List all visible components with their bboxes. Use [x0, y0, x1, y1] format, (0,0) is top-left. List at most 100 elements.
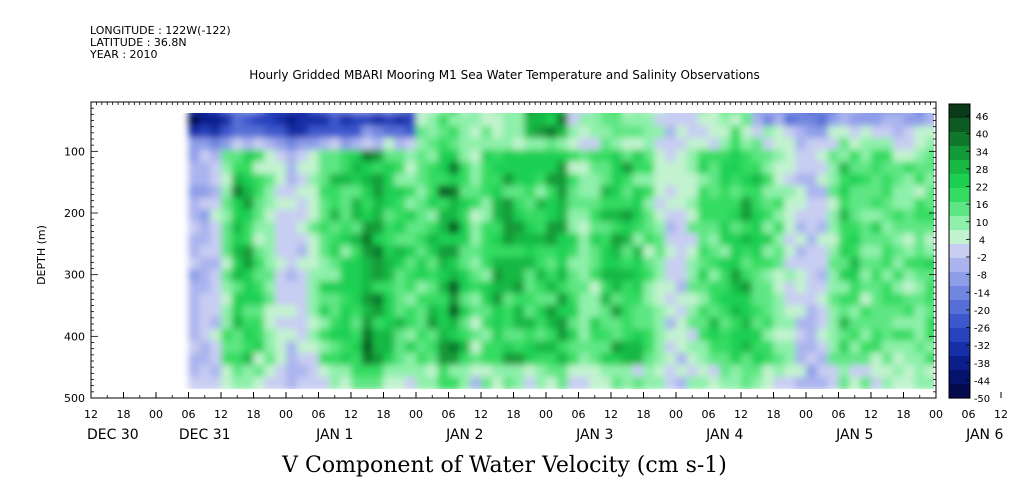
field-cell — [437, 364, 450, 379]
field-cell — [524, 257, 537, 271]
field-cell — [762, 233, 775, 247]
field-cell — [459, 305, 472, 319]
field-cell — [221, 125, 234, 140]
field-cell — [199, 185, 212, 199]
field-cell — [578, 245, 591, 259]
field-cell — [686, 209, 700, 223]
field-cell — [210, 197, 223, 211]
field-cell — [838, 221, 851, 235]
field-cell — [264, 364, 277, 379]
field-cell — [632, 137, 645, 152]
colorbar-label: 34 — [976, 147, 989, 158]
field-cell — [903, 317, 916, 331]
field-cell — [784, 317, 797, 331]
field-cell — [264, 113, 277, 128]
field-cell — [210, 293, 223, 307]
field-cell — [383, 125, 396, 140]
field-cell — [481, 329, 494, 343]
field-cell — [589, 209, 602, 223]
field-cell — [589, 245, 602, 259]
field-cell — [253, 197, 266, 211]
field-cell — [264, 125, 277, 140]
field-cell — [416, 161, 429, 176]
field-cell — [665, 113, 678, 128]
field-cell — [426, 281, 440, 295]
field-cell — [286, 376, 299, 389]
colorbar-label: -32 — [974, 341, 990, 352]
field-cell — [860, 257, 873, 271]
field-cell — [513, 233, 526, 247]
field-cell — [708, 137, 721, 152]
field-cell — [816, 245, 830, 259]
field-cell — [925, 221, 934, 235]
field-cell — [556, 197, 570, 211]
field-cell — [470, 185, 483, 199]
field-cell — [546, 125, 559, 140]
field-cell — [426, 137, 440, 152]
field-cell — [903, 173, 916, 188]
field-cell — [383, 352, 396, 367]
field-cell — [686, 293, 700, 307]
field-cell — [491, 209, 505, 223]
field-cell — [686, 185, 700, 199]
field-cell — [394, 281, 407, 295]
field-cell — [697, 137, 710, 152]
field-cell — [329, 329, 342, 343]
field-cell — [621, 197, 635, 211]
field-cell — [697, 364, 710, 379]
field-cell — [686, 161, 700, 176]
field-cell — [318, 125, 331, 140]
x-hour-label: 00 — [279, 408, 293, 421]
field-cell — [871, 125, 884, 140]
field-cell — [621, 125, 635, 140]
field-cell — [621, 245, 635, 259]
colorbar-label: -2 — [977, 253, 987, 264]
field-cell — [210, 137, 223, 152]
field-cell — [556, 233, 570, 247]
field-cell — [351, 257, 364, 271]
field-cell — [806, 233, 819, 247]
field-cell — [242, 137, 255, 152]
field-cell — [340, 257, 353, 271]
field-cell — [361, 269, 375, 283]
field-cell — [719, 341, 732, 355]
field-cell — [340, 221, 353, 235]
field-cell — [871, 161, 884, 176]
field-cell — [730, 113, 743, 128]
field-cell — [903, 221, 916, 235]
field-cell — [394, 233, 407, 247]
field-cell — [643, 329, 656, 343]
field-cell — [827, 125, 840, 140]
field-cell — [459, 317, 472, 331]
field-cell — [221, 233, 234, 247]
field-cell — [275, 329, 288, 343]
field-cell — [665, 293, 678, 307]
field-cell — [524, 269, 537, 283]
field-cell — [589, 161, 602, 176]
field-cell — [318, 281, 331, 295]
field-cell — [751, 257, 765, 271]
field-cell — [676, 364, 689, 379]
field-cell — [849, 329, 862, 343]
field-cell — [643, 293, 656, 307]
field-cell — [697, 185, 710, 199]
field-cell — [264, 233, 277, 247]
field-cell — [762, 113, 775, 128]
field-cell — [296, 352, 310, 367]
field-cell — [795, 293, 808, 307]
field-cell — [264, 161, 277, 176]
field-cell — [253, 221, 266, 235]
field-cell — [351, 364, 364, 379]
field-cell — [470, 257, 483, 271]
field-cell — [524, 305, 537, 319]
field-cell — [351, 376, 364, 389]
field-cell — [372, 209, 385, 223]
field-cell — [307, 125, 320, 140]
field-cell — [437, 113, 450, 128]
field-cell — [621, 209, 635, 223]
field-cell — [892, 137, 905, 152]
field-cell — [361, 329, 375, 343]
field-cell — [589, 125, 602, 140]
field-cell — [481, 341, 494, 355]
field-cell — [730, 341, 743, 355]
